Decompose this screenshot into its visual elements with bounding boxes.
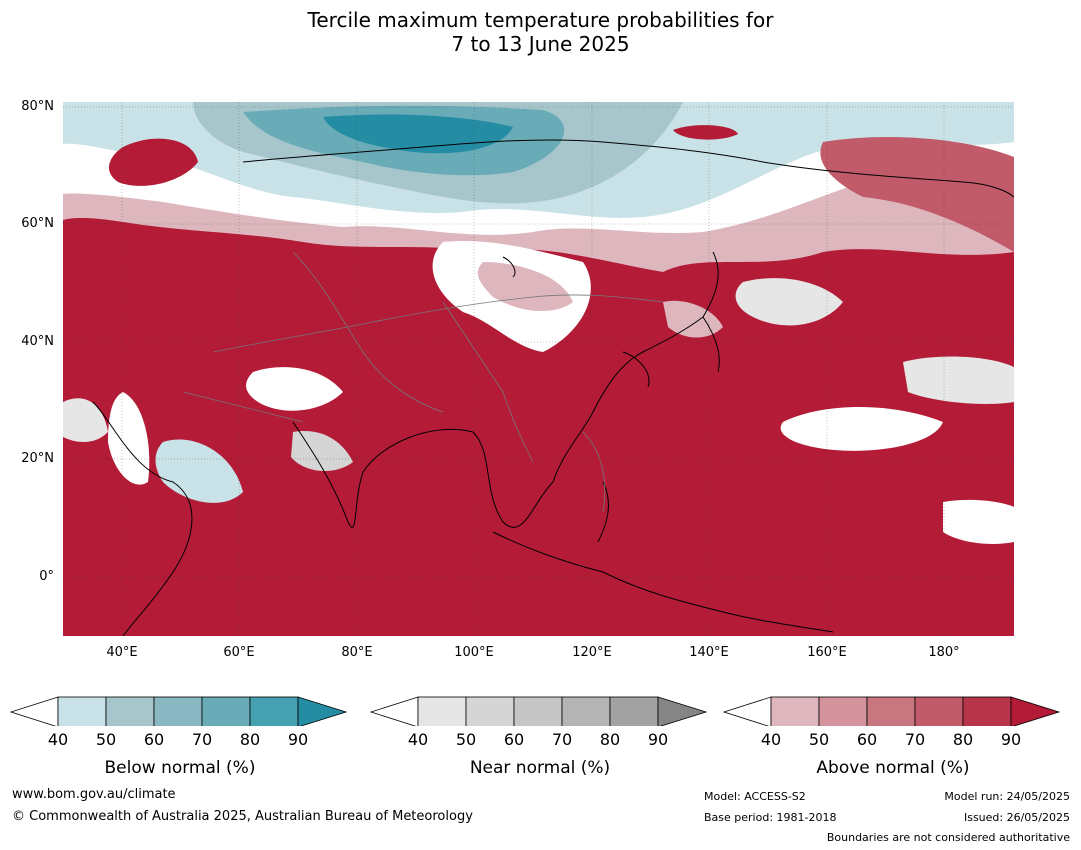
colorbar-near-tick: 90: [647, 730, 669, 749]
colorbar-near-normal: 40 50 60 70 80 90 Near normal (%): [370, 696, 710, 778]
colorbar-swatch: [201, 696, 251, 726]
colorbar-swatch: [818, 696, 868, 726]
colorbar-swatch: [914, 696, 964, 726]
colorbar-near-tick: 70: [551, 730, 573, 749]
colorbar-near-tick: 40: [407, 730, 429, 749]
colorbar-swatch: [153, 696, 203, 726]
title-line-2: 7 to 13 June 2025: [451, 32, 630, 56]
lon-label-120e: 120°E: [572, 645, 612, 660]
colorbar-above-tick: 70: [904, 730, 926, 749]
colorbar-near-tick: 60: [503, 730, 525, 749]
map-title: Tercile maximum temperature probabilitie…: [0, 8, 1081, 56]
lon-label-140e: 140°E: [689, 645, 729, 660]
colorbar-extend-high: [297, 696, 348, 726]
colorbar-below-swatches: [10, 696, 348, 726]
lat-label-60n: 60°N: [21, 216, 54, 231]
lon-label-100e: 100°E: [454, 645, 494, 660]
colorbar-near-swatches: [370, 696, 708, 726]
colorbar-swatch: [57, 696, 107, 726]
lat-label-80n: 80°N: [21, 99, 54, 114]
colorbar-swatch: [866, 696, 916, 726]
title-line-1: Tercile maximum temperature probabilitie…: [307, 8, 774, 32]
lat-label-20n: 20°N: [21, 451, 54, 466]
model-name: Model: ACCESS-S2: [704, 790, 806, 803]
issued-date: Issued: 26/05/2025: [963, 811, 1070, 824]
colorbar-below-tick: 40: [47, 730, 69, 749]
colorbar-swatch: [417, 696, 467, 726]
colorbar-swatch: [513, 696, 563, 726]
lon-label-160e: 160°E: [807, 645, 847, 660]
colorbar-above-tick: 50: [808, 730, 830, 749]
boundaries-disclaimer: Boundaries are not considered authoritat…: [826, 831, 1070, 844]
colorbar-above-swatches: [723, 696, 1061, 726]
map-canvas: [63, 102, 1014, 636]
website-link[interactable]: www.bom.gov.au/climate: [12, 787, 176, 802]
model-run-date: Model run: 24/05/2025: [944, 790, 1070, 803]
colorbar-above-tick: 60: [856, 730, 878, 749]
base-period: Base period: 1981-2018: [704, 811, 837, 824]
colorbar-swatch: [962, 696, 1012, 726]
colorbar-extend-low: [10, 696, 59, 726]
probability-map: [63, 102, 1014, 636]
colorbar-below-tick: 80: [239, 730, 261, 749]
colorbar-extend-high: [657, 696, 708, 726]
colorbar-above-tick: 80: [952, 730, 974, 749]
colorbar-swatch: [561, 696, 611, 726]
colorbar-below-tick: 90: [287, 730, 309, 749]
lon-label-60e: 60°E: [223, 645, 255, 660]
colorbar-near-tick: 50: [455, 730, 477, 749]
colorbar-below-tick: 50: [95, 730, 117, 749]
colorbar-extend-low: [723, 696, 772, 726]
colorbar-above-tick: 40: [760, 730, 782, 749]
lat-label-40n: 40°N: [21, 334, 54, 349]
colorbar-extend-high: [1010, 696, 1061, 726]
colorbar-above-label: Above normal (%): [816, 758, 970, 778]
colorbar-swatch: [465, 696, 515, 726]
colorbar-extend-low: [370, 696, 419, 726]
lon-label-80e: 80°E: [341, 645, 373, 660]
colorbar-above-normal: 40 50 60 70 80 90 Above normal (%): [723, 696, 1063, 778]
colorbar-near-label: Near normal (%): [469, 758, 611, 778]
colorbar-swatch: [609, 696, 659, 726]
colorbar-near-tick: 80: [599, 730, 621, 749]
colorbar-below-tick: 60: [143, 730, 165, 749]
colorbar-below-label: Below normal (%): [104, 758, 256, 778]
copyright-text: © Commonwealth of Australia 2025, Austra…: [12, 809, 473, 824]
colorbar-below-tick: 70: [191, 730, 213, 749]
colorbar-swatch: [249, 696, 299, 726]
lon-label-40e: 40°E: [106, 645, 138, 660]
colorbar-swatch: [105, 696, 155, 726]
colorbar-swatch: [770, 696, 820, 726]
colorbar-below-normal: 40 50 60 70 80 90 Below normal (%): [10, 696, 350, 778]
lon-label-180: 180°: [928, 645, 960, 660]
lat-label-0: 0°: [39, 569, 54, 584]
colorbar-above-tick: 90: [1000, 730, 1022, 749]
